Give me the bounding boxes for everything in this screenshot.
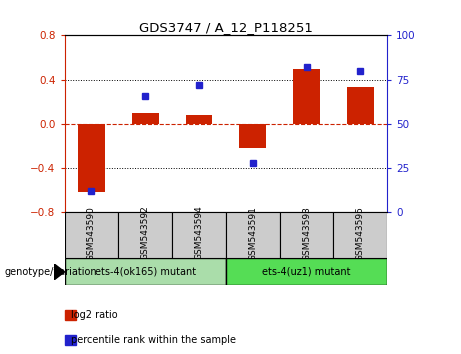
Bar (226, 212, 280, 258)
Text: GSM543595: GSM543595 (356, 206, 365, 261)
Bar (118, 212, 172, 258)
Text: GSM543591: GSM543591 (248, 206, 257, 261)
Bar (78, 124, 105, 193)
Bar (347, 87, 374, 124)
Bar (185, 115, 213, 124)
Bar (65, 258, 226, 285)
Text: GSM543594: GSM543594 (195, 206, 203, 261)
Bar (293, 69, 320, 124)
Text: log2 ratio: log2 ratio (71, 310, 118, 320)
Text: ets-4(ok165) mutant: ets-4(ok165) mutant (95, 267, 196, 277)
Text: GSM543592: GSM543592 (141, 206, 150, 261)
Bar (172, 212, 226, 258)
Text: GSM543590: GSM543590 (87, 206, 96, 261)
Polygon shape (54, 264, 65, 280)
Bar (132, 113, 159, 124)
Text: ets-4(uz1) mutant: ets-4(uz1) mutant (262, 267, 351, 277)
Bar (65, 212, 118, 258)
Bar (280, 212, 333, 258)
Bar (226, 258, 387, 285)
Bar (333, 212, 387, 258)
Bar (239, 124, 266, 148)
Text: GSM543593: GSM543593 (302, 206, 311, 261)
Text: percentile rank within the sample: percentile rank within the sample (71, 335, 236, 345)
Title: GDS3747 / A_12_P118251: GDS3747 / A_12_P118251 (139, 21, 313, 34)
Text: genotype/variation: genotype/variation (5, 267, 97, 277)
